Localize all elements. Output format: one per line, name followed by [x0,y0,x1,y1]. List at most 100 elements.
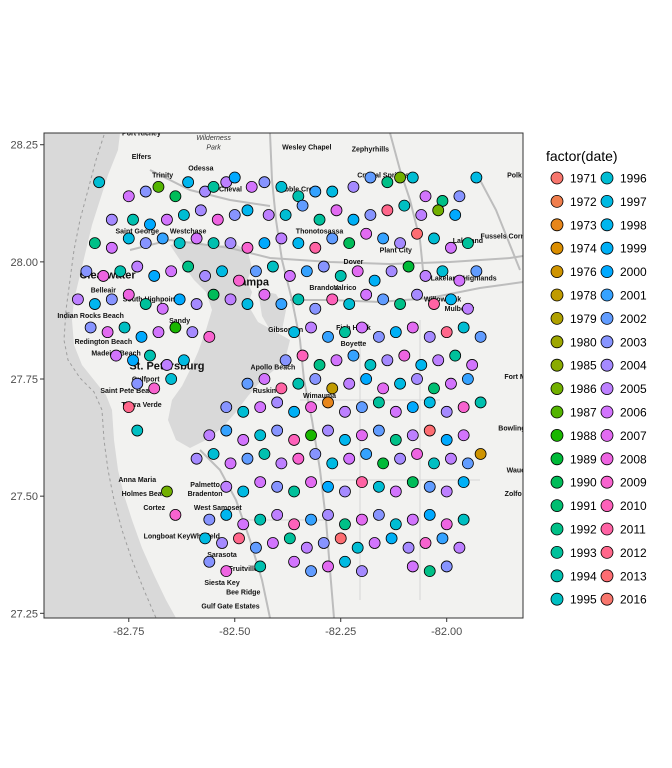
data-point [368,274,381,287]
data-point [275,457,288,470]
data-point [461,237,474,250]
legend-label: 1988 [570,429,597,443]
place-label: Willow Oak [424,297,461,304]
legend-label: 2012 [620,546,647,560]
data-point [411,288,423,301]
data-point [423,509,436,521]
place-label: Polk [507,173,522,180]
tampa-bay [168,240,290,448]
data-point [288,485,300,498]
legend-label: 1993 [570,546,597,560]
data-point [305,429,317,442]
data-point [161,485,173,498]
data-point [372,396,385,409]
data-point [101,326,114,339]
data-point [216,265,228,278]
data-point [364,171,377,184]
legend-label: 2010 [620,499,647,513]
data-point [360,448,373,460]
place-label: Gulf Gate Estates [201,604,259,611]
data-point [360,288,373,301]
y-tick-label: 27.75 [10,374,38,386]
legend-label: 1978 [570,289,597,303]
data-point [135,330,148,343]
legend-label: 1986 [570,382,597,396]
data-point [292,237,305,250]
data-point [241,452,254,465]
legend-key [600,475,614,489]
data-point [88,298,101,310]
data-point [347,180,360,193]
data-point [343,298,356,310]
data-point [394,377,406,390]
data-point [122,288,135,301]
data-point [84,321,97,334]
data-point [322,560,334,573]
data-point [406,321,419,334]
data-point [406,513,419,526]
data-point [300,541,313,554]
data-point [356,565,368,578]
data-point [474,448,487,460]
data-point [326,293,339,306]
data-point [428,232,440,245]
data-point [241,298,254,310]
data-point [440,405,453,418]
legend-label: 1997 [620,195,647,209]
data-point [415,209,428,221]
data-point [305,513,317,526]
data-point [423,480,436,493]
data-point [237,434,250,446]
data-point [356,513,368,526]
legend-key [550,335,564,349]
legend-label: 2001 [620,289,647,303]
data-point [203,330,216,343]
data-point [381,204,394,217]
data-point [241,241,254,254]
data-point [402,541,415,554]
place-label: Plant City [380,247,412,254]
data-point [398,199,411,212]
data-point [461,373,474,385]
data-point [309,448,322,460]
place-label: Bowling Green [498,426,547,433]
data-point [203,555,216,568]
data-point [423,396,436,409]
place-label: Fish Hawk [336,325,371,332]
data-point [372,509,385,521]
data-point [453,190,466,203]
data-point [292,377,305,390]
data-point [326,185,339,198]
data-point [169,509,182,521]
data-point [305,476,317,489]
data-point [72,293,84,306]
data-point [334,270,347,282]
data-point [440,434,453,446]
data-point [275,298,288,310]
data-point [440,518,453,531]
place-label: Bradenton [188,491,223,498]
data-point [305,321,317,334]
data-point [199,532,211,545]
data-point [250,265,262,278]
data-point [199,270,211,282]
data-point [139,237,152,250]
data-point [207,448,220,460]
data-point [296,349,309,362]
data-point [347,213,360,226]
data-point [423,330,436,343]
legend-key [600,592,614,606]
legend-key [550,569,564,583]
data-point [445,452,457,465]
data-point [220,401,233,414]
legend-key [550,311,564,325]
place-label: Wimauma [303,393,336,400]
y-tick-label: 28.25 [10,140,38,152]
legend-label: 1989 [570,452,597,466]
legend-key [600,382,614,396]
data-point [173,237,186,250]
data-point [330,204,343,217]
data-point [288,555,300,568]
data-point [279,209,292,221]
data-point [411,373,423,385]
